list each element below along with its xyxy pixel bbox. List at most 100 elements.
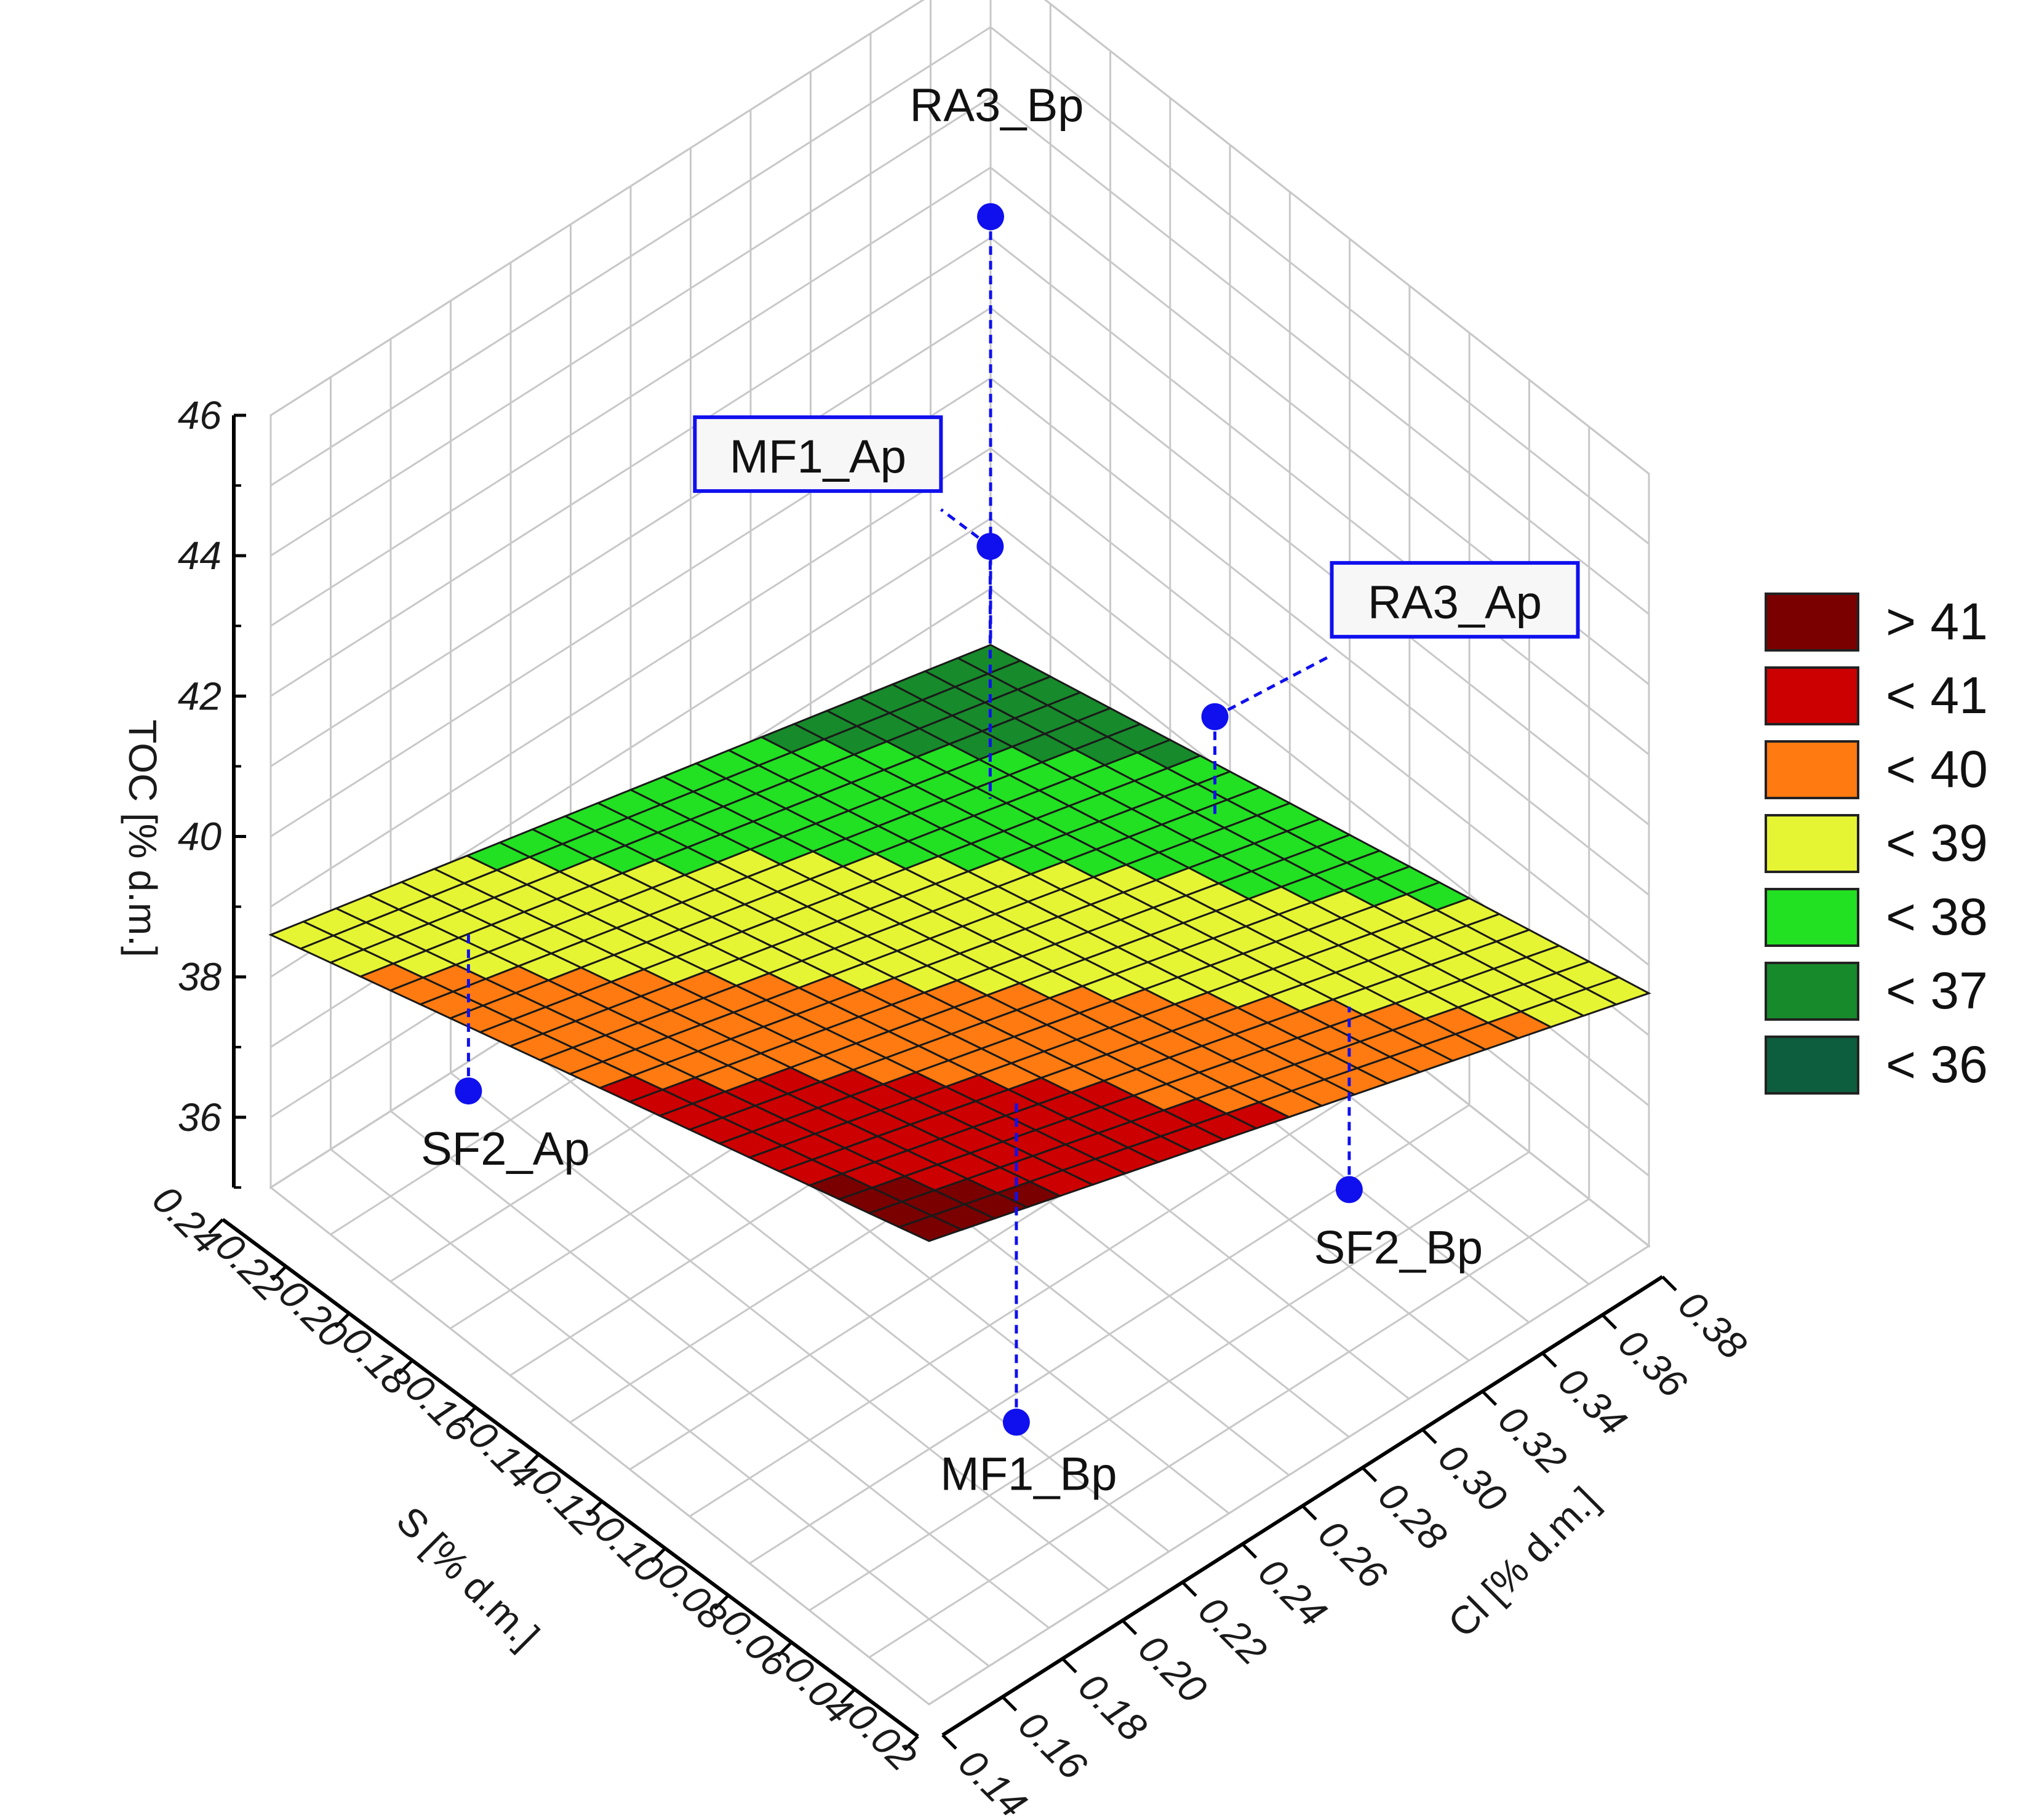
legend-swatch: [1765, 962, 1859, 1021]
cl-tick-mark: [1181, 1581, 1197, 1597]
cl-tick-mark: [1301, 1504, 1317, 1521]
legend: > 41 < 41 < 40 < 39 < 38 < 37 < 36: [1765, 593, 1988, 1095]
legend-label: < 41: [1886, 666, 1988, 724]
cl-tick-mark: [941, 1734, 957, 1750]
cl-tick-label: 0.26: [1310, 1511, 1395, 1597]
cl-tick-label: 0.16: [1010, 1702, 1096, 1788]
s-tick-mark: [334, 1312, 351, 1328]
data-point: [1002, 1408, 1030, 1436]
s-tick-mark: [776, 1641, 793, 1658]
data-point: [455, 1077, 482, 1105]
s-tick-mark: [903, 1735, 919, 1751]
cl-tick-label: 0.36: [1610, 1320, 1696, 1406]
point-label: RA3_Bp: [909, 79, 1083, 132]
cl-tick-mark: [1241, 1543, 1258, 1559]
s-tick-mark: [271, 1265, 287, 1282]
label-leader: [940, 508, 991, 548]
z-tick-label: 42: [178, 674, 221, 718]
surface-cell: [896, 1215, 965, 1242]
cl-tick-mark: [1481, 1390, 1498, 1407]
legend-label: > 41: [1886, 593, 1988, 650]
legend-label: < 39: [1886, 814, 1988, 872]
s-tick-mark: [461, 1406, 477, 1423]
s-axis-line: [221, 1218, 919, 1738]
data-points: RA3_Bp MF1_Ap RA3_Ap SF2_Ap SF2_Bp MF1_Bp: [421, 79, 1580, 1500]
cl-tick-mark: [1421, 1428, 1437, 1445]
cl-tick-label: 0.30: [1430, 1435, 1515, 1520]
legend-swatch: [1765, 888, 1859, 947]
floor-gridline: [510, 1034, 1170, 1552]
s-tick-mark: [714, 1594, 730, 1610]
cl-tick-mark: [1001, 1696, 1018, 1712]
wall-gridline: [990, 97, 1650, 615]
s-tick-mark: [587, 1500, 604, 1516]
wall-gridline: [990, 26, 1650, 545]
s-tick-mark: [840, 1688, 856, 1704]
cl-tick-label: 0.18: [1070, 1664, 1155, 1750]
z-tick-label: 38: [178, 955, 222, 999]
wall-gridline: [270, 26, 991, 487]
cl-tick-mark: [1121, 1619, 1138, 1635]
cl-tick-mark: [1661, 1275, 1677, 1291]
label-box: [1330, 561, 1580, 639]
legend-label: < 38: [1886, 888, 1988, 946]
legend-swatch: [1765, 814, 1859, 873]
wall-gridline: [990, 377, 1650, 896]
point-label: RA3_Ap: [1368, 577, 1542, 629]
z-tick-label: 46: [178, 393, 222, 437]
point-label: MF1_Bp: [940, 1448, 1117, 1500]
floor-gridline: [450, 1072, 1110, 1591]
wall-gridline: [270, 0, 925, 417]
cl-tick-label: 0.28: [1370, 1473, 1456, 1559]
label-box: [693, 415, 943, 493]
legend-swatch: [1765, 593, 1859, 652]
cl-tick-mark: [1541, 1352, 1557, 1368]
s-axis-title: S [% d.m.]: [388, 1498, 548, 1658]
cl-tick-mark: [1061, 1658, 1077, 1674]
legend-label: < 40: [1886, 740, 1988, 798]
floor-gridline: [270, 1186, 930, 1706]
z-tick-label: 36: [178, 1095, 222, 1139]
point-label: SF2_Ap: [421, 1123, 590, 1175]
wall-gridline: [1043, 0, 1650, 475]
s-tick-mark: [650, 1547, 666, 1563]
cl-axis-title: Cl [% d.m.]: [1440, 1479, 1607, 1646]
cl-tick-label: 0.34: [1550, 1359, 1635, 1444]
response-surface: [268, 644, 1651, 1242]
z-tick-label: 40: [178, 815, 222, 859]
floor-gridline: [330, 1148, 990, 1667]
wall-gridline: [990, 307, 1650, 826]
floor-gridline: [390, 1110, 1050, 1629]
s-tick-mark: [208, 1218, 224, 1234]
wall-gridline: [270, 167, 991, 627]
legend-swatch: [1765, 666, 1859, 725]
cl-tick-label: 0.20: [1130, 1626, 1216, 1712]
legend-label: < 36: [1886, 1036, 1988, 1093]
wall-gridline: [990, 237, 1650, 756]
cl-tick-mark: [1601, 1314, 1618, 1330]
cl-tick-label: 0.22: [1190, 1588, 1275, 1674]
cl-tick-label: 0.24: [1250, 1550, 1336, 1635]
legend-swatch: [1765, 740, 1859, 799]
cl-tick-mark: [1361, 1466, 1378, 1483]
z-tick-label: 44: [178, 533, 221, 578]
wall-gridline: [270, 307, 991, 767]
wall-gridline: [270, 96, 991, 557]
data-point: [977, 203, 1004, 231]
wall-gridline: [270, 237, 991, 697]
wall-gridline: [990, 447, 1650, 966]
point-label: SF2_Bp: [1314, 1221, 1483, 1274]
s-tick-mark: [397, 1359, 413, 1375]
point-label: MF1_Ap: [730, 431, 906, 483]
cl-tick-label: 0.38: [1670, 1282, 1755, 1368]
cl-tick-label: 0.14: [950, 1741, 1035, 1820]
wall-gridline: [270, 447, 991, 908]
cl-tick-label: 0.32: [1490, 1397, 1576, 1482]
legend-label: < 37: [1886, 962, 1988, 1020]
s-tick-mark: [524, 1453, 540, 1469]
label-leader: [1214, 653, 1333, 719]
legend-swatch: [1765, 1036, 1859, 1095]
data-point: [1335, 1176, 1363, 1203]
z-axis-title: TOC [% d.m.]: [121, 719, 165, 957]
